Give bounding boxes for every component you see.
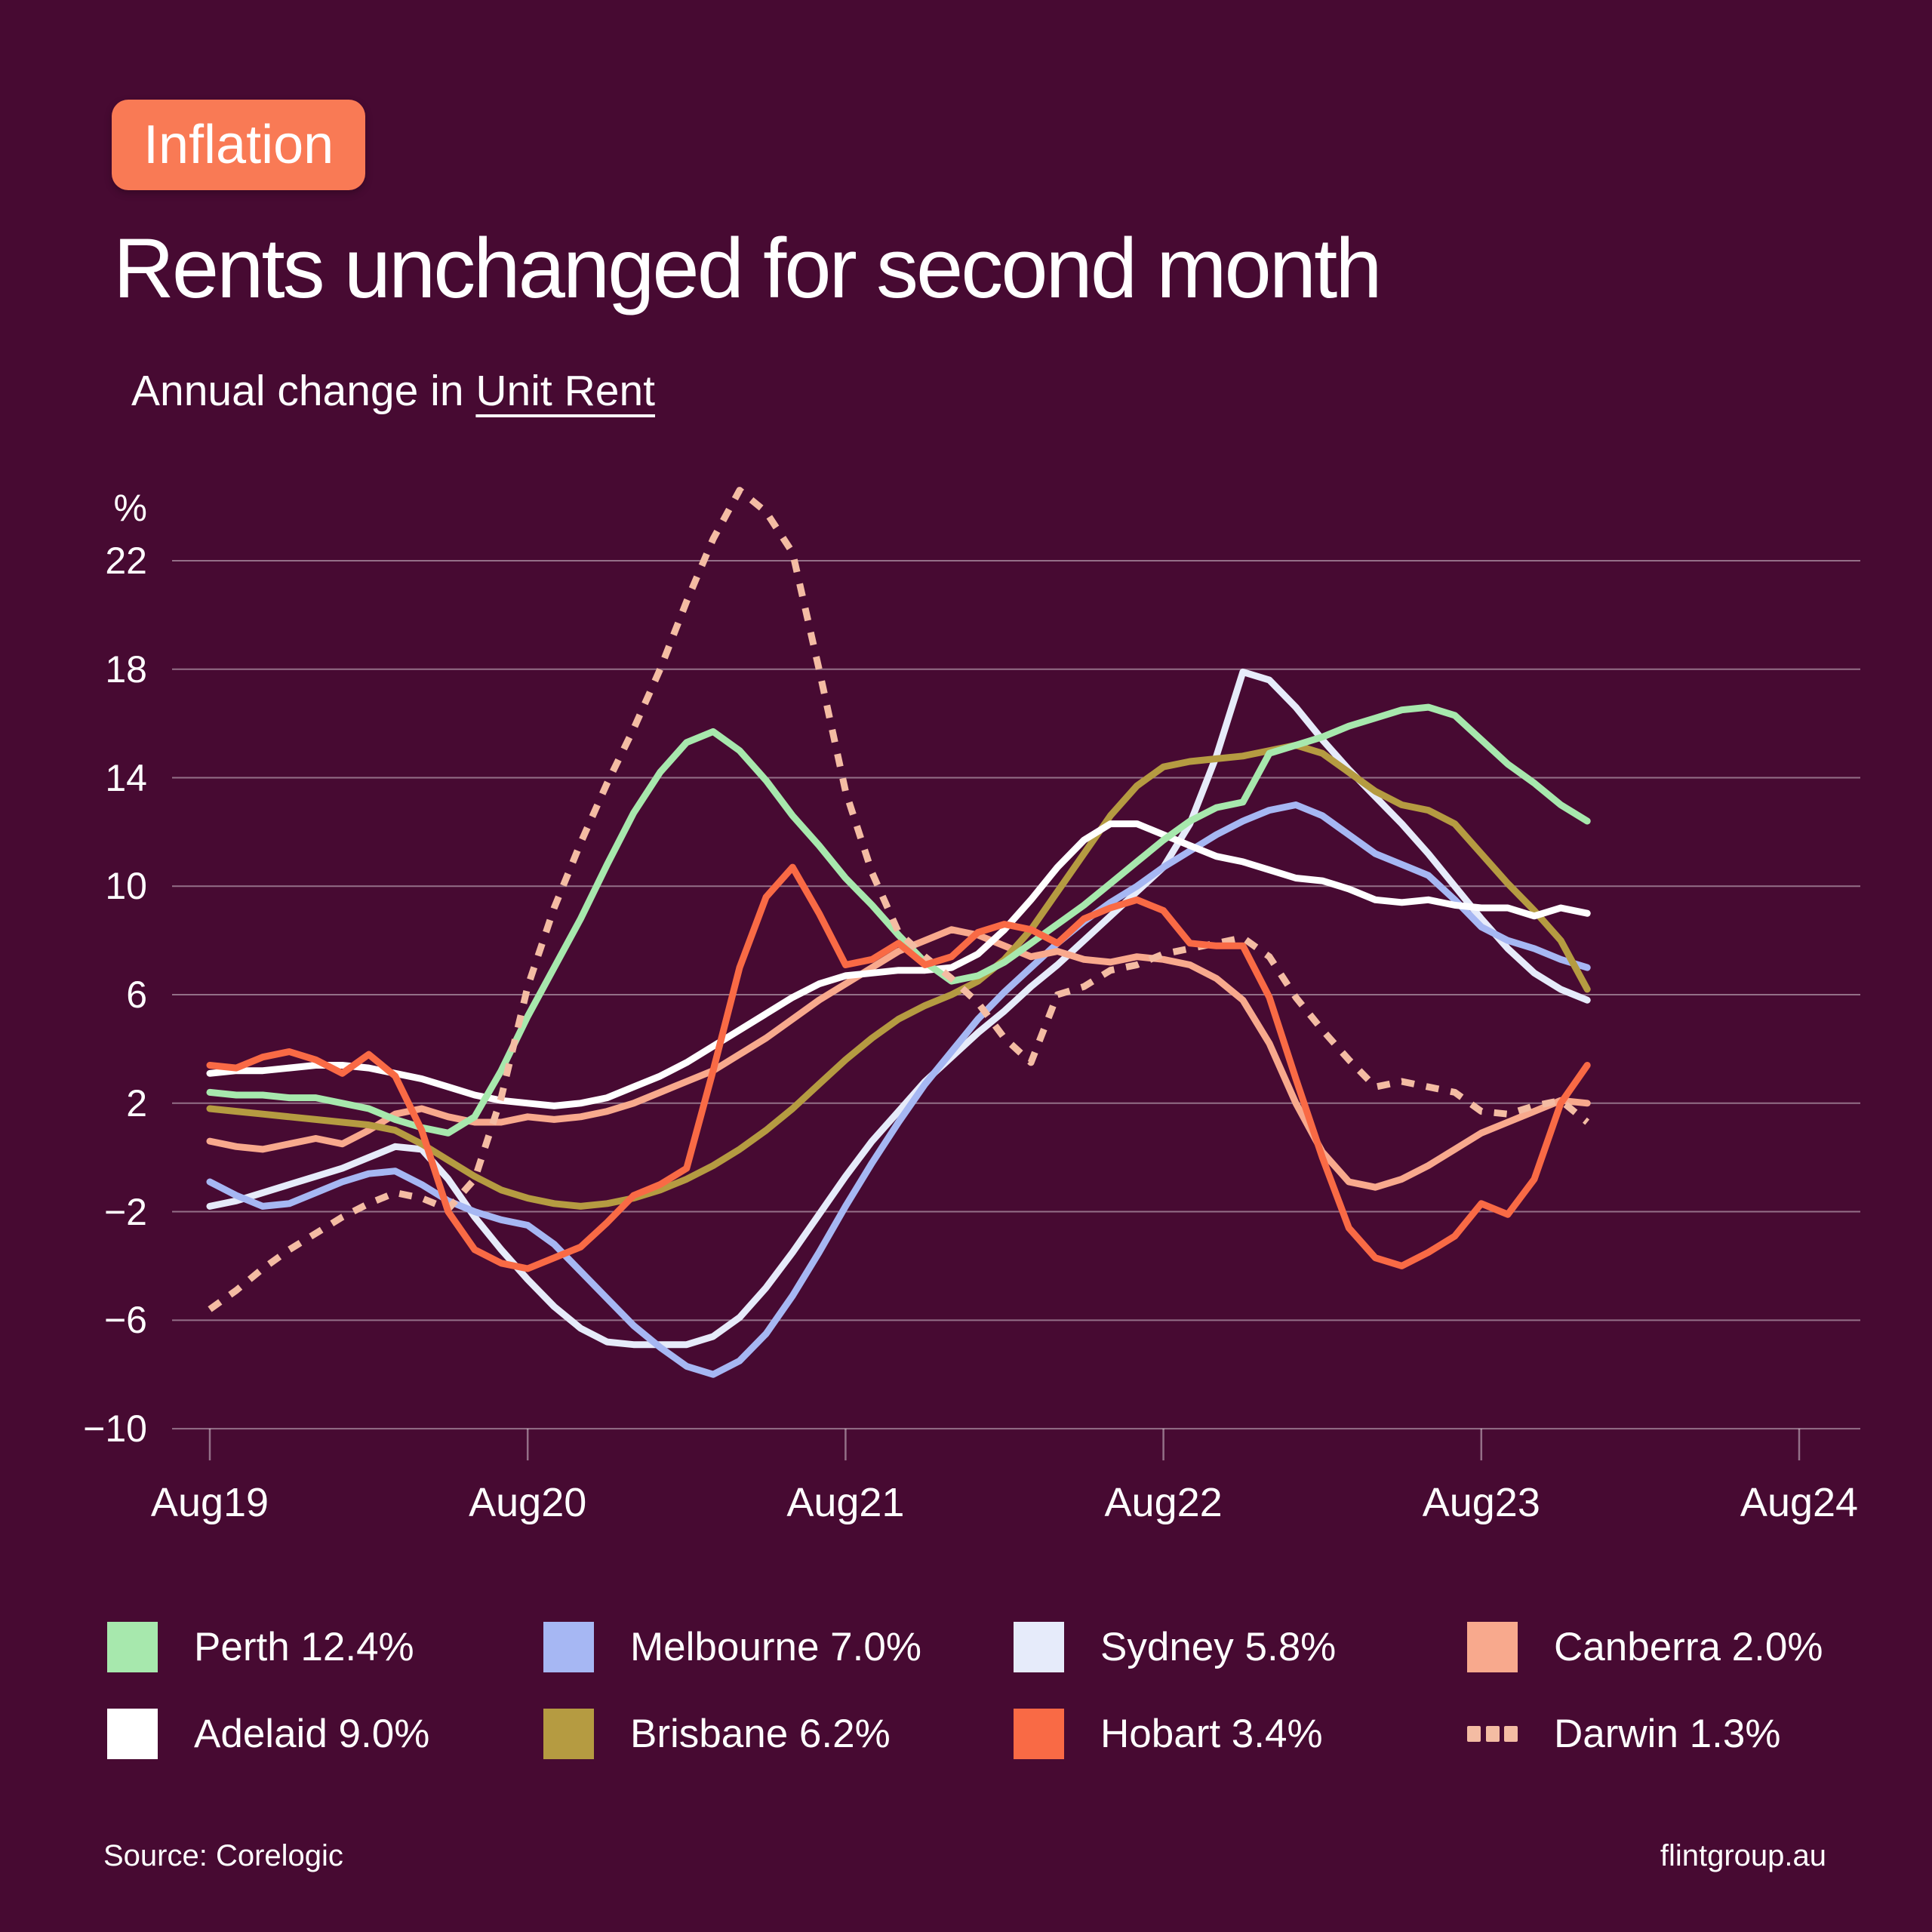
legend-label-melbourne: Melbourne 7.0% <box>630 1624 921 1669</box>
page-title: Rents unchanged for second month <box>113 221 1383 315</box>
series-line-adelaide <box>206 820 1591 1109</box>
chart-subtitle-underlined: Unit Rent <box>475 367 655 415</box>
legend-dash-segment <box>1485 1725 1500 1742</box>
x-axis-label: Aug24 <box>1740 1480 1859 1525</box>
y-axis-label: −6 <box>103 1299 147 1342</box>
y-axis-label: 6 <box>126 974 147 1017</box>
x-axis-label: Aug21 <box>786 1480 905 1525</box>
legend-label-darwin: Darwin 1.3% <box>1554 1711 1781 1756</box>
legend-item-brisbane: Brisbane 6.2% <box>543 1708 891 1759</box>
series-line-sydney <box>206 668 1591 1349</box>
legend-item-melbourne: Melbourne 7.0% <box>543 1621 921 1672</box>
legend-item-canberra: Canberra 2.0% <box>1467 1621 1823 1672</box>
source-note: Source: Corelogic <box>103 1839 343 1872</box>
series-line-canberra <box>206 926 1591 1191</box>
y-axis-label: 10 <box>105 865 147 908</box>
x-axis-label: Aug20 <box>469 1480 587 1525</box>
y-axis-unit-label: % <box>113 487 147 529</box>
legend-label-hobart: Hobart 3.4% <box>1100 1711 1323 1756</box>
x-axis-label: Aug22 <box>1104 1480 1223 1525</box>
legend-dash-segment <box>1504 1725 1518 1742</box>
legend-label-brisbane: Brisbane 6.2% <box>630 1711 891 1756</box>
legend-swatch-canberra <box>1467 1621 1518 1672</box>
legend-item-sydney: Sydney 5.8% <box>1014 1621 1336 1672</box>
legend-swatch-darwin <box>1467 1709 1518 1759</box>
legend-item-perth: Perth 12.4% <box>107 1621 414 1672</box>
legend-swatch-adelaide <box>107 1708 158 1759</box>
legend-swatch-perth <box>107 1621 158 1672</box>
series-line-melbourne <box>206 801 1591 1378</box>
y-axis-label: −10 <box>83 1407 147 1451</box>
legend-swatch-hobart <box>1014 1708 1064 1759</box>
category-badge: Inflation <box>112 100 366 190</box>
chart-subtitle-prefix: Annual change in <box>131 367 476 415</box>
legend-swatch-sydney <box>1014 1621 1064 1672</box>
legend-swatch-brisbane <box>543 1708 594 1759</box>
y-axis-label: 14 <box>105 756 147 799</box>
legend-label-adelaide: Adelaid 9.0% <box>194 1711 430 1756</box>
x-axis-label: Aug23 <box>1422 1480 1540 1525</box>
y-axis-label: 18 <box>105 648 147 691</box>
legend-item-adelaide: Adelaid 9.0% <box>107 1708 429 1759</box>
y-axis-label: −2 <box>103 1190 147 1233</box>
legend-item-darwin: Darwin 1.3% <box>1467 1708 1780 1759</box>
legend-dash-segment <box>1467 1725 1481 1742</box>
series-line-perth <box>206 703 1591 1137</box>
category-badge-label: Inflation <box>143 115 334 175</box>
legend-label-sydney: Sydney 5.8% <box>1100 1624 1337 1669</box>
series-line-brisbane <box>206 741 1591 1210</box>
y-axis-label: 22 <box>105 540 147 582</box>
legend-swatch-melbourne <box>543 1621 594 1672</box>
publisher-url: flintgroup.au <box>1660 1839 1826 1872</box>
x-axis-label: Aug19 <box>150 1480 269 1525</box>
y-axis-label: 2 <box>126 1081 147 1124</box>
series-line-hobart <box>206 863 1591 1272</box>
legend-label-canberra: Canberra 2.0% <box>1554 1624 1823 1669</box>
chart-subtitle: Annual change in Unit Rent <box>131 367 655 415</box>
legend-item-hobart: Hobart 3.4% <box>1014 1708 1323 1759</box>
legend-label-perth: Perth 12.4% <box>194 1624 414 1669</box>
